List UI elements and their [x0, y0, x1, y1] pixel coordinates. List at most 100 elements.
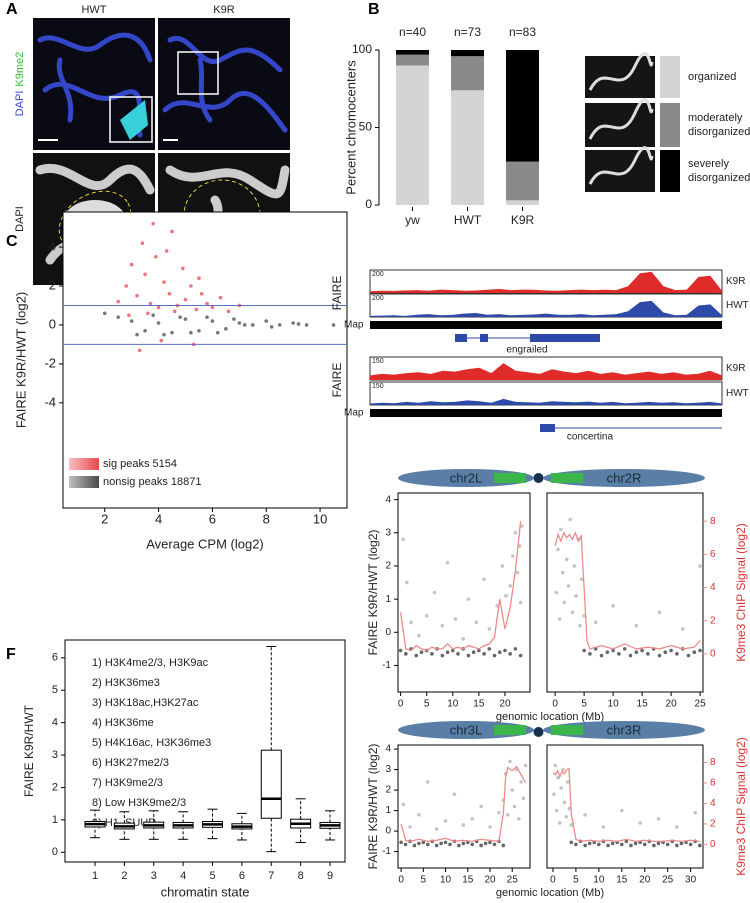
mappability	[370, 321, 722, 329]
point	[226, 309, 231, 314]
point	[471, 650, 476, 654]
point	[693, 810, 697, 815]
x-tick-label: 0	[398, 875, 404, 886]
x-tick-label: 15	[616, 875, 628, 886]
point	[170, 330, 174, 335]
point	[510, 788, 515, 792]
point	[205, 315, 209, 319]
legend-label: moderately disorganized	[688, 112, 750, 138]
point	[597, 842, 601, 847]
point	[250, 323, 255, 327]
y-tick-label: 3	[52, 749, 58, 761]
panel-label: A	[6, 1, 18, 18]
chromosome-arm	[543, 469, 705, 487]
point	[657, 653, 662, 658]
point	[688, 842, 693, 847]
point	[143, 272, 147, 277]
row-label-part: K9me2	[14, 52, 26, 87]
point	[656, 817, 661, 821]
point	[412, 843, 417, 848]
point	[470, 842, 475, 847]
point	[523, 763, 528, 768]
point	[180, 266, 185, 271]
bar-segment	[506, 200, 539, 205]
y-tick-label: 50	[359, 120, 373, 134]
point	[102, 311, 107, 316]
point	[593, 620, 598, 625]
x-tick-label: 4	[180, 870, 186, 882]
plot-frame	[397, 744, 531, 869]
point	[443, 819, 448, 823]
point	[304, 323, 309, 327]
point	[443, 840, 448, 845]
point	[559, 527, 563, 532]
plot-area	[398, 521, 524, 658]
legend-line: 1) H3K4me2/3, H3K9ac	[92, 657, 209, 669]
point	[151, 313, 155, 318]
point	[148, 301, 153, 306]
point	[497, 650, 502, 654]
y-axis-label: FAIRE	[330, 363, 344, 398]
y2-tick-label: 0	[710, 839, 716, 850]
point	[583, 843, 587, 848]
track-frame	[369, 381, 723, 406]
point	[425, 780, 430, 784]
point	[492, 653, 497, 658]
point	[561, 767, 565, 772]
point	[439, 841, 443, 846]
legend-image	[585, 103, 655, 147]
point	[197, 328, 201, 333]
point	[574, 594, 578, 598]
point	[510, 554, 515, 558]
point	[556, 547, 560, 552]
point	[675, 652, 679, 656]
track-label: K9R	[726, 276, 745, 287]
y-tick-label: 3	[385, 764, 391, 775]
y-tick-label: 1	[385, 805, 391, 816]
point	[679, 841, 684, 846]
y-tick-label: 3	[385, 527, 391, 538]
track-scale: 200	[372, 295, 384, 302]
y-tick-label: 0	[49, 316, 56, 331]
signal-area	[370, 300, 722, 317]
x-tick-label: 9	[327, 870, 333, 882]
point	[512, 804, 517, 809]
point	[457, 843, 461, 848]
x-tick-label: 6	[239, 870, 245, 882]
point	[611, 648, 615, 653]
y-tick-label: 4	[49, 238, 56, 253]
point	[205, 301, 209, 306]
signal-line	[554, 531, 701, 650]
point	[572, 564, 577, 568]
point	[405, 580, 409, 585]
point	[556, 776, 560, 780]
point	[199, 291, 204, 296]
point	[638, 821, 642, 825]
gene-label: concertina	[567, 432, 614, 443]
chromosome-label: chr3L	[450, 722, 483, 737]
point	[505, 812, 510, 817]
map-label: Map	[344, 320, 364, 331]
point	[277, 323, 282, 327]
y-axis-label: FAIRE K9R/HWT (log2)	[366, 530, 380, 656]
plot-frame	[546, 744, 704, 869]
point	[452, 792, 457, 796]
point	[167, 291, 172, 296]
inset-box	[109, 96, 153, 143]
x-tick-label: K9R	[511, 213, 535, 227]
y-tick-label: 1	[385, 594, 391, 605]
point	[434, 827, 439, 831]
point	[434, 843, 439, 848]
gene-label: engrailed	[506, 345, 547, 356]
point	[127, 313, 131, 318]
legend-swatch	[69, 458, 99, 470]
legend-line: 8) Low H3K9me2/3	[92, 797, 186, 809]
point	[624, 839, 629, 844]
y2-tick-label: 6	[710, 549, 716, 560]
x-tick-label: 8	[298, 870, 304, 882]
point	[409, 620, 413, 625]
y-tick-label: 2	[52, 781, 58, 793]
x-tick-label: 0	[552, 699, 558, 710]
x-tick-label: 10	[447, 699, 459, 710]
